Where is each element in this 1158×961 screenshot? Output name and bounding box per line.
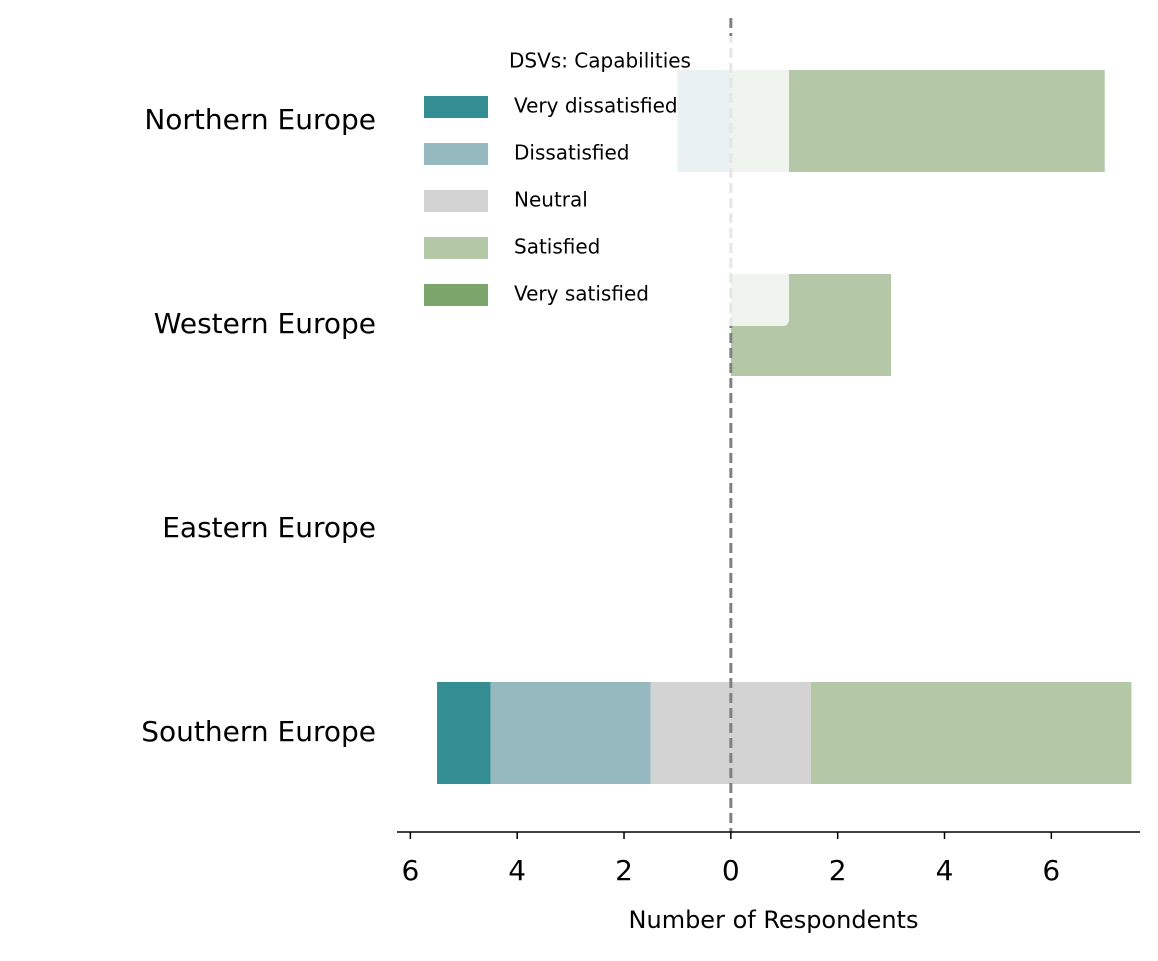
y-tick-label: Northern Europe [144, 103, 376, 136]
legend-frame [414, 36, 789, 326]
legend-label: Very dissatisfied [514, 94, 678, 118]
legend-label: Satisfied [514, 235, 600, 259]
legend-swatch [424, 143, 488, 165]
legend-label: Very satisfied [514, 282, 649, 306]
bar [730, 70, 1105, 172]
x-tick-label: 6 [401, 854, 419, 887]
legend-swatch [424, 96, 488, 118]
x-tick-label: 0 [722, 854, 740, 887]
bar [490, 682, 651, 784]
x-tick-label: 2 [615, 854, 633, 887]
x-tick-label: 4 [508, 854, 526, 887]
legend-swatch [424, 190, 488, 212]
y-tick-label: Southern Europe [141, 715, 376, 748]
bar [810, 682, 1132, 784]
legend-label: Neutral [514, 188, 588, 212]
y-tick-label: Eastern Europe [162, 511, 376, 544]
x-tick-label: 4 [936, 854, 954, 887]
x-tick-label: 2 [829, 854, 847, 887]
bar [437, 682, 491, 784]
x-axis-label: Number of Respondents [629, 906, 919, 934]
y-tick-label: Western Europe [154, 307, 376, 340]
legend-swatch [424, 284, 488, 306]
legend-label: Dissatisfied [514, 141, 629, 165]
x-tick-label: 6 [1042, 854, 1060, 887]
legend-swatch [424, 237, 488, 259]
legend-title: DSVs: Capabilities [509, 49, 691, 73]
